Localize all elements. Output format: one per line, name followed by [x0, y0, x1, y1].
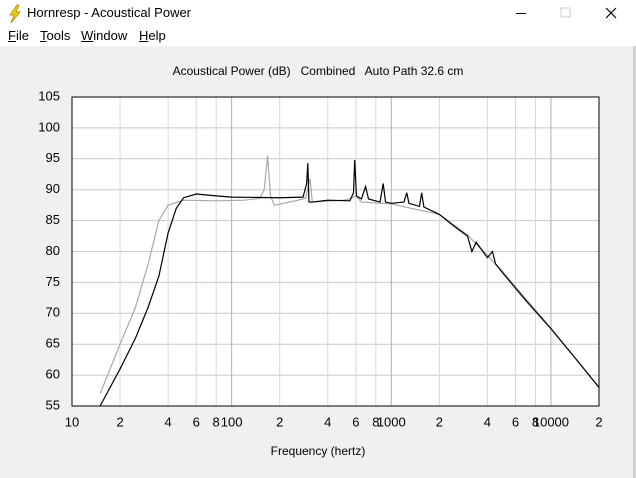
menu-item[interactable]: File [8, 28, 29, 43]
x-axis-label: Frequency (hertz) [271, 444, 366, 458]
x-tick-label: 8 [532, 414, 539, 429]
x-tick-label: 2 [116, 414, 123, 429]
menu-item[interactable]: Tools [40, 28, 71, 43]
y-tick-label: 60 [46, 367, 60, 382]
window-edge [633, 46, 636, 478]
x-tick-label: 4 [484, 414, 491, 429]
close-button[interactable] [605, 7, 617, 19]
y-tick-label: 65 [46, 336, 60, 351]
y-tick-label: 80 [46, 243, 60, 258]
x-tick-label: 10000 [533, 414, 569, 429]
x-tick-label: 8 [213, 414, 220, 429]
x-tick-label: 1000 [377, 414, 406, 429]
series-line [99, 160, 599, 406]
y-tick-label: 75 [46, 274, 60, 289]
x-tick-label: 2 [595, 414, 602, 429]
y-tick-label: 70 [46, 305, 60, 320]
x-tick-label: 2 [276, 414, 283, 429]
x-tick-label: 8 [372, 414, 379, 429]
x-tick-label: 2 [436, 414, 443, 429]
menu-item[interactable]: Window [81, 28, 128, 43]
menu-item[interactable]: Help [139, 28, 166, 43]
y-tick-label: 95 [46, 150, 60, 165]
x-tick-label: 6 [352, 414, 359, 429]
maximize-button[interactable] [560, 7, 571, 18]
x-tick-label: 6 [512, 414, 519, 429]
plot-border [71, 96, 600, 407]
y-tick-label: 90 [46, 181, 60, 196]
x-tick-label: 4 [324, 414, 331, 429]
menu-bar: File Tools Window Help [0, 27, 636, 46]
title-bar: Hornresp - Acoustical Power [0, 0, 636, 27]
window-title: Hornresp - Acoustical Power [27, 5, 192, 20]
window-controls[interactable] [506, 0, 636, 27]
x-tick-label: 100 [221, 414, 243, 429]
y-tick-label: 105 [38, 88, 60, 103]
app-icon [9, 4, 21, 24]
x-tick-label: 10 [65, 414, 79, 429]
chart-title: Acoustical Power (dB) Combined Auto Path… [173, 64, 464, 78]
series-line [99, 155, 599, 394]
x-tick-label: 4 [164, 414, 171, 429]
x-tick-label: 6 [193, 414, 200, 429]
y-tick-label: 85 [46, 212, 60, 227]
y-tick-label: 55 [46, 397, 60, 412]
y-tick-label: 100 [38, 119, 60, 134]
